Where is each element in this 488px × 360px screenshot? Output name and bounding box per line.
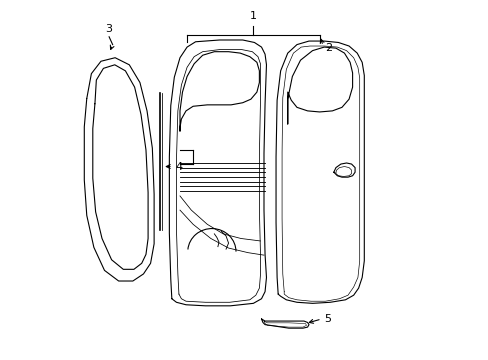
Text: 3: 3 xyxy=(105,24,112,34)
Text: 2: 2 xyxy=(325,43,332,53)
Text: 5: 5 xyxy=(324,314,330,324)
Text: 1: 1 xyxy=(249,11,256,21)
Text: 4: 4 xyxy=(175,162,182,171)
